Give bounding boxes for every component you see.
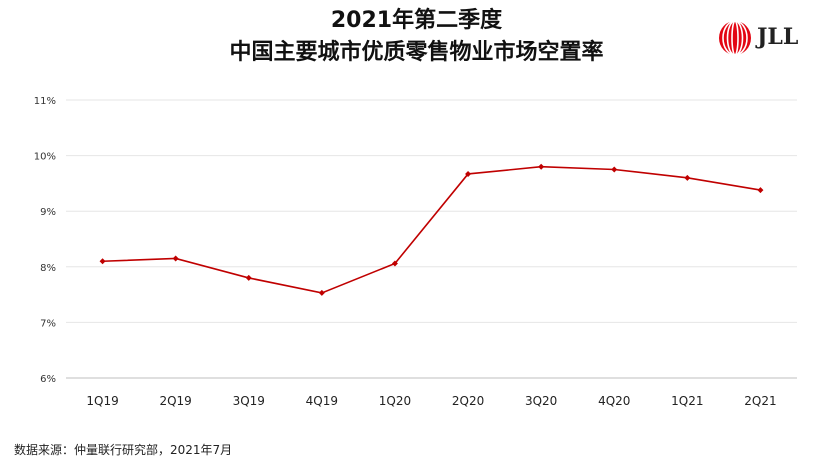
data-point [757, 187, 764, 194]
jll-logo: JLL [717, 20, 817, 60]
x-tick-label: 3Q20 [525, 394, 557, 408]
source-note: 数据来源：仲量联行研究部，2021年7月 [14, 443, 233, 457]
y-tick-label: 11% [34, 96, 56, 107]
x-tick-label: 2Q20 [452, 394, 484, 408]
y-tick-label: 8% [40, 263, 56, 274]
data-point [172, 255, 179, 262]
data-point [99, 258, 106, 265]
x-tick-label: 4Q20 [598, 394, 630, 408]
data-point [245, 274, 252, 281]
data-point [465, 170, 472, 177]
jll-logo-text: JLL [757, 24, 799, 50]
y-tick-label: 7% [40, 318, 56, 329]
x-tick-label: 4Q19 [306, 394, 338, 408]
y-tick-label: 6% [40, 374, 56, 385]
x-tick-label: 1Q21 [671, 394, 703, 408]
y-tick-label: 9% [40, 207, 56, 218]
x-tick-label: 1Q19 [86, 394, 118, 408]
x-tick-label: 2Q21 [744, 394, 776, 408]
data-point [391, 260, 398, 267]
data-point [538, 163, 545, 170]
chart-title-line1: 2021年第二季度 [330, 8, 503, 33]
x-tick-label: 3Q19 [233, 394, 265, 408]
data-point [684, 174, 691, 181]
y-tick-label: 10% [34, 152, 56, 163]
series-line [102, 165, 761, 294]
x-tick-label: 1Q20 [379, 394, 411, 408]
x-tick-label: 2Q19 [159, 394, 191, 408]
chart-title-line2: 中国主要城市优质零售物业市场空置率 [229, 40, 604, 65]
jll-logo-icon [719, 20, 751, 56]
data-point [318, 289, 325, 296]
data-point [611, 166, 618, 173]
